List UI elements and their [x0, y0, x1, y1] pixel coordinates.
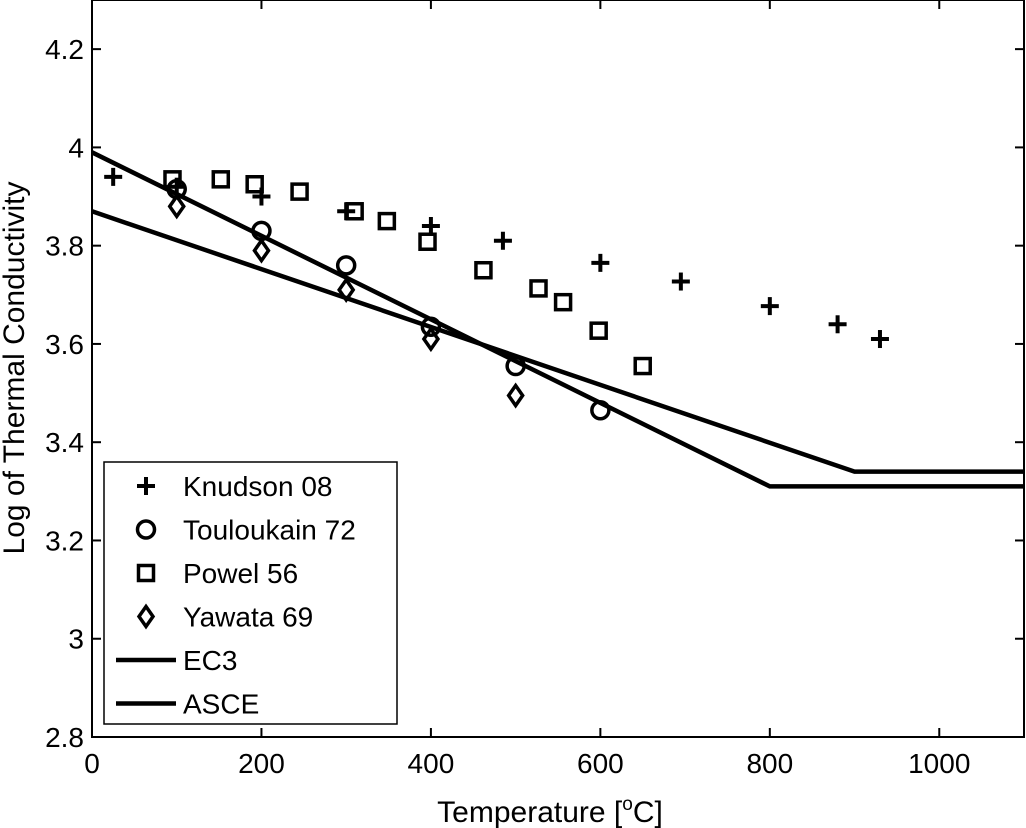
legend-label-knudson-08: Knudson 08: [183, 471, 332, 502]
x-tick-label: 1000: [908, 748, 970, 779]
powel-56-point: [474, 260, 493, 280]
knudson-08-point: [671, 272, 690, 291]
knudson-08-point: [421, 217, 440, 236]
series-layer: [91, 150, 1024, 489]
legend-label-touloukain-72: Touloukain 72: [183, 515, 356, 546]
y-tick-label: 3: [68, 624, 84, 655]
x-tick-label: 800: [746, 748, 793, 779]
x-tick-label: 0: [84, 748, 100, 779]
asce-line: [91, 209, 1024, 474]
powel-56-point: [589, 321, 608, 340]
knudson-08-point: [591, 253, 610, 272]
legend-label-ec3: EC3: [183, 645, 237, 676]
y-tick-label: 3.8: [45, 231, 84, 262]
x-axis-label-superscript: o: [622, 794, 633, 815]
y-tick-label: 3.4: [45, 427, 84, 458]
powel-56-point: [633, 356, 652, 376]
x-axis-label: Temperature [oC]: [437, 794, 663, 828]
powel-56-point: [553, 292, 573, 312]
y-tick-label: 3.6: [45, 329, 84, 360]
legend-swatch-touloukain-72: [135, 519, 157, 540]
y-tick-label: 3.2: [45, 525, 84, 556]
legend-swatch-powel-56: [136, 563, 156, 583]
yawata-69-point: [167, 193, 186, 220]
x-tick-label: 600: [577, 748, 624, 779]
legend-swatch-knudson-08: [137, 477, 155, 495]
legend-label-yawata-69: Yawata 69: [183, 602, 313, 633]
powel-56-point: [377, 211, 397, 231]
ec3-line: [91, 150, 1024, 489]
powel-56-point: [345, 202, 364, 221]
legend-box: [103, 461, 398, 725]
axis-ticks: 0 200 400 600 800 1000 2.8 3 3.2 3.4 3.6 3.8 4 4.2: [45, 0, 1024, 779]
y-axis-label: Log of Thermal Conductivity: [0, 182, 31, 555]
yawata-69-point: [421, 325, 441, 353]
knudson-08-point: [493, 231, 512, 250]
legend-label-asce: ASCE: [183, 689, 259, 720]
powel-56-point: [211, 170, 231, 189]
y-tick-label: 2.8: [45, 722, 84, 753]
knudson-08-point: [104, 167, 123, 186]
x-tick-label: 400: [408, 748, 455, 779]
powel-56-point: [529, 279, 548, 298]
yawata-69-point: [506, 382, 525, 409]
powel-56-point: [163, 170, 182, 189]
powel-56-point: [290, 182, 309, 201]
powel-56-point: [418, 232, 437, 251]
knudson-08-point: [870, 330, 889, 349]
y-tick-label: 4.2: [45, 34, 84, 65]
legend-swatch-yawata-69: [136, 603, 156, 630]
knudson-08-point: [828, 315, 847, 334]
powel-56-point: [245, 175, 264, 194]
knudson-08-point: [760, 297, 779, 316]
legend-label-powel-56: Powel 56: [183, 558, 298, 589]
yawata-69-point: [252, 237, 271, 264]
legend: Knudson 08 Touloukain 72 Powel 56 Yawata 69…: [103, 461, 398, 725]
touloukain-72-point: [335, 255, 357, 276]
x-tick-label: 200: [238, 748, 285, 779]
y-tick-label: 4: [68, 132, 84, 163]
